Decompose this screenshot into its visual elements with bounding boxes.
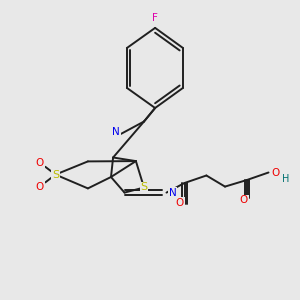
Text: F: F [152, 13, 158, 23]
Text: S: S [140, 182, 148, 193]
Text: O: O [36, 182, 44, 192]
Text: O: O [176, 197, 184, 208]
Text: O: O [36, 158, 44, 168]
Text: O: O [271, 167, 279, 178]
Text: H: H [282, 173, 290, 184]
Text: N: N [169, 188, 176, 198]
Text: O: O [240, 195, 248, 206]
Text: S: S [52, 169, 59, 180]
Text: N: N [112, 127, 120, 137]
